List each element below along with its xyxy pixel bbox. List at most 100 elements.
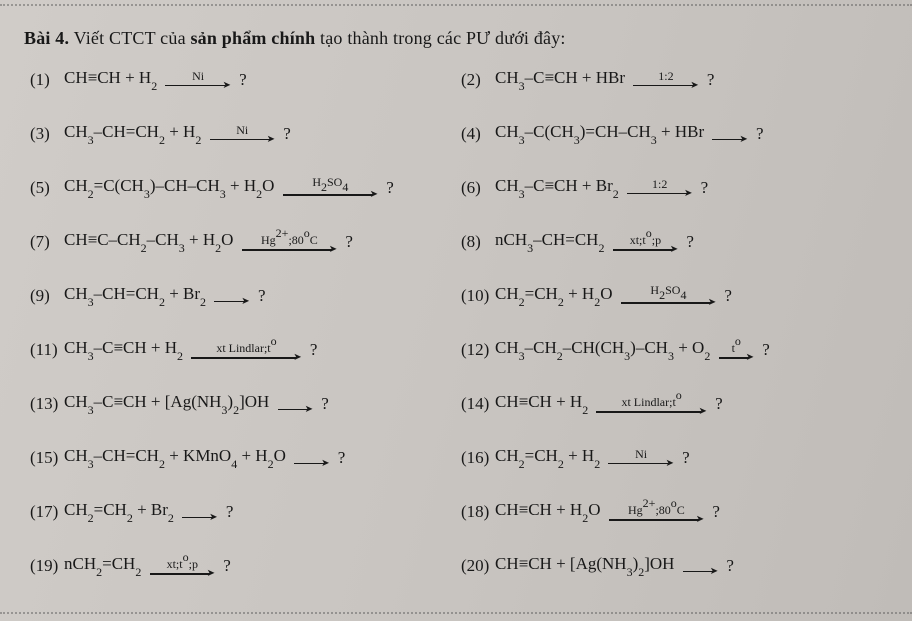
equation-item: (5) CH2=C(CH3)–CH–CH3 + H2O H2SO4➤ ? [30, 171, 451, 205]
arrow-condition: xt;to;p [630, 229, 661, 246]
equation-number: (15) [30, 448, 64, 468]
equation-lhs: CH2=CH2 + H2O [495, 284, 612, 307]
equation-number: (8) [461, 232, 495, 252]
equation-rhs: ? [258, 286, 266, 306]
reaction-arrow: xt;to;p➤ [613, 229, 678, 255]
equation-item: (2) CH3–C≡CH + HBr 1:2➤ ? [461, 63, 882, 97]
arrow-condition: Hg2+;80oC [628, 499, 685, 516]
title-bold-2: sản phẩm chính [190, 28, 315, 48]
equation-number: (10) [461, 286, 495, 306]
equation-rhs: ? [239, 70, 247, 90]
arrow-condition: xt;to;p [167, 553, 198, 570]
equation-rhs: ? [321, 394, 329, 414]
equation-rhs: ? [762, 340, 770, 360]
reaction-arrow: Hg2+;80oC➤ [609, 499, 704, 525]
equation-lhs: CH3–C≡CH + H2 [64, 338, 183, 361]
title-reg-2: tạo thành trong các PƯ dưới đây: [315, 28, 565, 48]
equation-number: (3) [30, 124, 64, 144]
reaction-arrow: 1:2➤ [633, 70, 698, 91]
equation-rhs: ? [310, 340, 318, 360]
reaction-arrow: ➤ [182, 502, 217, 523]
arrow-condition: to [732, 337, 741, 354]
equation-lhs: CH≡C–CH2–CH3 + H2O [64, 230, 233, 253]
reaction-arrow: ➤ [278, 394, 313, 415]
equation-rhs: ? [223, 556, 231, 576]
equation-rhs: ? [283, 124, 291, 144]
reaction-arrow: ➤ [712, 124, 747, 145]
equation-item: (7) CH≡C–CH2–CH3 + H2O Hg2+;80oC➤ ? [30, 225, 451, 259]
arrow-condition: xt Lindlar;to [621, 391, 681, 408]
equation-rhs: ? [682, 448, 690, 468]
equation-lhs: CH3–C(CH3)=CH–CH3 + HBr [495, 122, 704, 145]
equation-lhs: CH2=C(CH3)–CH–CH3 + H2O [64, 176, 274, 199]
equation-item: (1) CH≡CH + H2 Ni➤ ? [30, 63, 451, 97]
equation-item: (8) nCH3–CH=CH2 xt;to;p➤ ? [461, 225, 882, 259]
equation-item: (20) CH≡CH + [Ag(NH3)2]OH ➤ ? [461, 549, 882, 583]
equation-lhs: CH3–CH2–CH(CH3)–CH3 + O2 [495, 338, 710, 361]
equation-lhs: CH≡CH + H2O [495, 500, 600, 523]
equation-number: (13) [30, 394, 64, 414]
equation-lhs: CH≡CH + [Ag(NH3)2]OH [495, 554, 674, 577]
equation-item: (9) CH3–CH=CH2 + Br2 ➤ ? [30, 279, 451, 313]
page: Bài 4. Viết CTCT của sản phẩm chính tạo … [0, 0, 912, 621]
reaction-arrow: xt Lindlar;to➤ [596, 391, 706, 417]
arrow-condition: xt Lindlar;to [216, 337, 276, 354]
equation-number: (18) [461, 502, 495, 522]
equation-rhs: ? [345, 232, 353, 252]
equation-number: (4) [461, 124, 495, 144]
equation-rhs: ? [701, 178, 709, 198]
equation-number: (19) [30, 556, 64, 576]
title-bold-1: Bài 4. [24, 28, 69, 48]
equation-number: (14) [461, 394, 495, 414]
reaction-arrow: xt;to;p➤ [150, 553, 215, 579]
reaction-arrow: ➤ [683, 556, 718, 577]
equation-lhs: nCH3–CH=CH2 [495, 230, 604, 253]
top-dots [0, 4, 912, 7]
equation-rhs: ? [226, 502, 234, 522]
equation-item: (19) nCH2=CH2 xt;to;p➤ ? [30, 549, 451, 583]
equation-lhs: CH2=CH2 + H2 [495, 446, 600, 469]
arrow-condition: H2SO4 [312, 176, 348, 191]
equation-item: (15) CH3–CH=CH2 + KMnO4 + H2O ➤ ? [30, 441, 451, 475]
equation-item: (10) CH2=CH2 + H2O H2SO4➤ ? [461, 279, 882, 313]
equation-item: (4) CH3–C(CH3)=CH–CH3 + HBr ➤ ? [461, 117, 882, 151]
equation-item: (13) CH3–C≡CH + [Ag(NH3)2]OH ➤ ? [30, 387, 451, 421]
equation-number: (6) [461, 178, 495, 198]
reaction-arrow: H2SO4➤ [621, 284, 716, 308]
equation-lhs: CH3–CH=CH2 + KMnO4 + H2O [64, 446, 286, 469]
reaction-arrow: Ni➤ [608, 448, 673, 469]
equation-item: (18) CH≡CH + H2O Hg2+;80oC➤ ? [461, 495, 882, 529]
equation-lhs: CH3–C≡CH + Br2 [495, 176, 619, 199]
equation-rhs: ? [338, 448, 346, 468]
equation-rhs: ? [715, 394, 723, 414]
equation-number: (20) [461, 556, 495, 576]
equation-rhs: ? [756, 124, 764, 144]
equation-item: (12) CH3–CH2–CH(CH3)–CH3 + O2 to➤ ? [461, 333, 882, 367]
reaction-arrow: ➤ [214, 286, 249, 307]
equation-number: (16) [461, 448, 495, 468]
equation-lhs: nCH2=CH2 [64, 554, 141, 577]
equation-rhs: ? [724, 286, 732, 306]
equation-item: (14) CH≡CH + H2 xt Lindlar;to➤ ? [461, 387, 882, 421]
arrow-condition: Hg2+;80oC [261, 229, 318, 246]
equation-rhs: ? [686, 232, 694, 252]
reaction-arrow: Hg2+;80oC➤ [242, 229, 337, 255]
equation-number: (5) [30, 178, 64, 198]
equation-number: (11) [30, 340, 64, 360]
equation-rhs: ? [712, 502, 720, 522]
equation-number: (12) [461, 340, 495, 360]
equation-lhs: CH≡CH + H2 [495, 392, 588, 415]
equation-item: (3) CH3–CH=CH2 + H2 Ni➤ ? [30, 117, 451, 151]
reaction-arrow: 1:2➤ [627, 178, 692, 199]
reaction-arrow: Ni➤ [165, 70, 230, 91]
equation-number: (7) [30, 232, 64, 252]
reaction-arrow: Ni➤ [210, 124, 275, 145]
equation-lhs: CH3–C≡CH + [Ag(NH3)2]OH [64, 392, 269, 415]
equation-item: (17) CH2=CH2 + Br2 ➤ ? [30, 495, 451, 529]
title-reg-1: Viết CTCT của [69, 28, 190, 48]
equation-item: (16) CH2=CH2 + H2 Ni➤ ? [461, 441, 882, 475]
exercise-title: Bài 4. Viết CTCT của sản phẩm chính tạo … [24, 28, 892, 49]
equation-number: (17) [30, 502, 64, 522]
equation-item: (6) CH3–C≡CH + Br2 1:2➤ ? [461, 171, 882, 205]
equation-number: (9) [30, 286, 64, 306]
